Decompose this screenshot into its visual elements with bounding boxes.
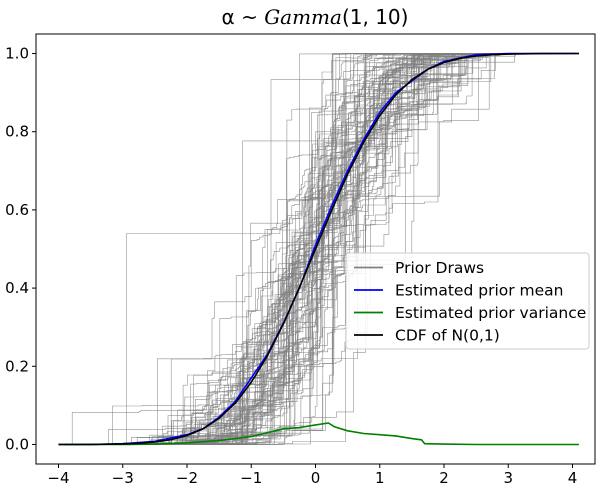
- y-axis: 0.0 0.2 0.4 0.6 0.8 1.0: [5, 45, 36, 453]
- prior-draw-line: [58, 53, 579, 445]
- x-tick-label: 3: [503, 469, 513, 487]
- prior-draw-line: [58, 53, 579, 445]
- prior-draw-line: [58, 53, 579, 445]
- prior-draw-line: [58, 53, 579, 445]
- x-tick-label: 4: [568, 469, 578, 487]
- prior-draw-line: [58, 53, 579, 445]
- y-tick-label: 0.4: [5, 279, 29, 297]
- y-tick-label: 0.2: [5, 357, 29, 375]
- prior-draw-line: [58, 53, 579, 445]
- prior-draw-line: [58, 53, 579, 445]
- prior-draw-line: [58, 53, 579, 445]
- x-tick-label: 2: [439, 469, 449, 487]
- prior-draw-line: [58, 53, 579, 445]
- prior-draw-line: [58, 53, 579, 445]
- x-tick-label: 0: [311, 469, 321, 487]
- prior-draw-line: [58, 53, 579, 445]
- prior-draw-line: [58, 53, 579, 445]
- x-tick-label: 1: [375, 469, 385, 487]
- legend-label-normal-cdf: CDF of N(0,1): [395, 327, 500, 345]
- prior-draw-line: [58, 53, 579, 445]
- normal-cdf-line: [58, 52, 579, 446]
- x-tick-label: −1: [240, 469, 262, 487]
- prior-draw-line: [58, 53, 579, 445]
- legend-label-prior-variance: Estimated prior variance: [395, 304, 586, 322]
- y-tick-label: 0.8: [5, 123, 29, 141]
- prior-variance-line: [58, 422, 579, 446]
- prior-draw-line: [58, 53, 579, 445]
- prior-draw-line: [58, 53, 579, 445]
- y-tick-label: 1.0: [5, 45, 29, 63]
- y-tick-label: 0.0: [5, 435, 29, 453]
- series-group: [58, 52, 579, 446]
- prior-draw-line: [58, 53, 579, 445]
- legend-box: [345, 252, 590, 350]
- prior-draw-line: [58, 53, 579, 445]
- prior-draw-line: [58, 53, 579, 445]
- prior-draw-line: [58, 53, 579, 445]
- legend-label-prior-mean: Estimated prior mean: [395, 282, 564, 300]
- prior-draw-line: [58, 53, 579, 445]
- prior-draw-line: [58, 53, 579, 445]
- x-tick-label: −2: [176, 469, 198, 487]
- x-tick-label: −4: [47, 469, 69, 487]
- prior-draw-line: [58, 53, 579, 445]
- x-tick-label: −3: [112, 469, 134, 487]
- chart-title: α ~ Gamma(1, 10): [222, 5, 409, 29]
- prior-draw-line: [58, 53, 579, 445]
- legend: Prior Draws Estimated prior mean Estimat…: [345, 252, 590, 350]
- y-tick-label: 0.6: [5, 201, 29, 219]
- prior-draw-line: [58, 53, 579, 445]
- prior-draw-line: [58, 53, 579, 445]
- legend-label-prior-draws: Prior Draws: [395, 259, 484, 277]
- prior-draw-line: [58, 53, 579, 445]
- prior-draw-line: [58, 53, 579, 445]
- prior-draw-line: [58, 53, 579, 445]
- x-axis: −4 −3 −2 −1 0 1 2 3 4: [47, 464, 577, 487]
